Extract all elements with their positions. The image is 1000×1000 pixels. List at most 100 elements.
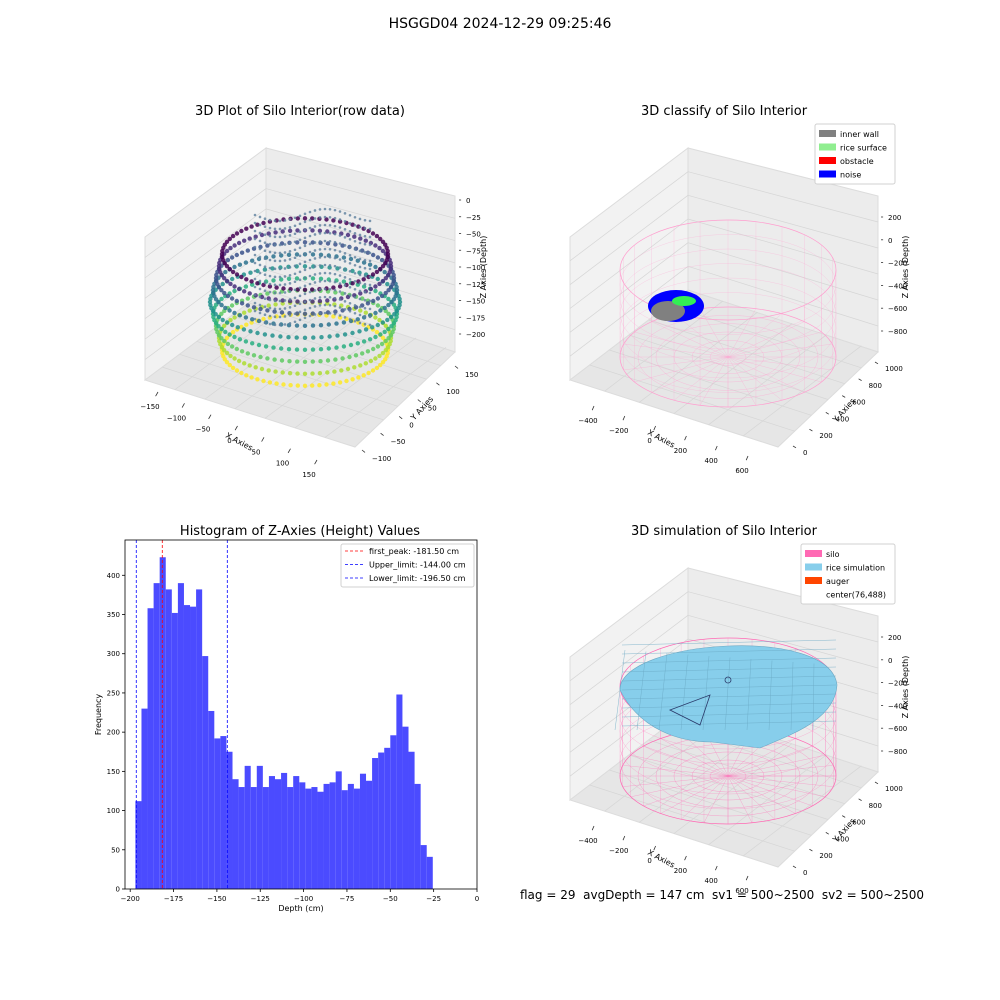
- classify-silo-wireframe-spoke: [727, 343, 833, 358]
- raw-point: [328, 263, 332, 267]
- raw-point: [220, 281, 225, 287]
- histogram-bar: [268, 776, 275, 889]
- raw-point: [262, 267, 268, 272]
- histogram-bar: [420, 845, 427, 889]
- classify-x-tick-label: 200: [674, 447, 687, 455]
- raw-z-tick-label: −25: [466, 214, 481, 222]
- raw-point: [363, 250, 367, 254]
- raw-point: [278, 235, 282, 239]
- raw-point: [375, 296, 381, 301]
- histogram-x-tick-label: −125: [251, 895, 270, 903]
- raw-point: [353, 279, 357, 283]
- raw-point: [283, 283, 287, 286]
- raw-point: [358, 313, 362, 317]
- raw-point: [323, 215, 327, 219]
- raw-point: [383, 276, 388, 281]
- simulation-y-tick: [841, 815, 846, 818]
- raw-point: [234, 346, 239, 352]
- raw-x-tick: [181, 403, 185, 408]
- raw-point: [318, 288, 322, 291]
- raw-point: [253, 285, 257, 289]
- histogram-bar: [232, 779, 239, 889]
- raw-point: [253, 245, 257, 249]
- classify-grid-line: [687, 265, 879, 327]
- raw-point: [258, 311, 262, 315]
- raw-point: [368, 283, 372, 287]
- simulation-grid-line: [609, 769, 812, 836]
- simulation-silo-wireframe-spoke: [622, 765, 729, 777]
- raw-point: [313, 241, 317, 244]
- raw-point: [348, 238, 352, 241]
- raw-point: [288, 218, 292, 221]
- raw-point: [243, 315, 249, 320]
- simulation-silo-wireframe-spoke: [630, 755, 729, 777]
- classify-x-tick-label: −400: [578, 417, 597, 425]
- raw-point: [318, 240, 322, 243]
- raw-point: [283, 275, 287, 278]
- raw-point: [368, 227, 372, 231]
- raw-point: [363, 274, 367, 278]
- raw-point: [268, 282, 272, 286]
- raw-z-tick-label: −75: [466, 247, 481, 255]
- raw-point: [283, 299, 287, 302]
- raw-point: [293, 232, 297, 236]
- raw-point: [328, 287, 332, 291]
- raw-point: [308, 282, 312, 286]
- raw-point: [310, 323, 316, 328]
- raw-y-tick-label: 50: [428, 405, 437, 413]
- raw-point: [258, 271, 262, 275]
- raw-point: [317, 228, 323, 233]
- raw-point: [302, 287, 308, 292]
- simulation-mesh-line: [702, 655, 710, 731]
- raw-grid-line: [179, 353, 384, 421]
- raw-point: [341, 255, 347, 260]
- simulation-mesh-line: [768, 660, 773, 731]
- raw-point: [361, 284, 367, 289]
- raw-point: [313, 273, 317, 276]
- raw-point: [293, 320, 297, 324]
- histogram-bar: [317, 791, 324, 889]
- histogram-bar: [414, 783, 421, 889]
- raw-point: [303, 316, 307, 320]
- raw-point: [328, 207, 332, 211]
- raw-point-cloud: [207, 207, 403, 388]
- raw-point: [367, 337, 373, 342]
- raw-point: [248, 270, 253, 275]
- raw-point: [358, 236, 363, 241]
- raw-point: [303, 236, 307, 240]
- raw-point: [389, 300, 394, 305]
- classify-x-tick: [745, 455, 749, 461]
- raw-point: [255, 377, 260, 382]
- raw-point: [363, 258, 367, 262]
- raw-point: [380, 248, 386, 254]
- raw-point: [350, 281, 355, 286]
- raw-point: [333, 232, 337, 236]
- simulation-y-tick-label: 600: [852, 819, 865, 827]
- raw-point: [294, 335, 299, 340]
- raw-point: [227, 308, 232, 313]
- raw-point: [310, 240, 315, 245]
- raw-point: [288, 306, 292, 309]
- raw-point: [237, 313, 243, 318]
- raw-point: [326, 322, 331, 327]
- raw-point: [355, 317, 360, 322]
- classify-silo-wireframe: [619, 219, 837, 408]
- raw-point: [273, 323, 277, 327]
- simulation-x-tick: [591, 825, 595, 831]
- raw-point: [353, 303, 357, 307]
- raw-point: [308, 250, 312, 254]
- simulation-mesh-line: [621, 720, 837, 727]
- simulation-legend-swatch: [805, 563, 822, 571]
- raw-point: [293, 296, 297, 300]
- histogram-bar: [378, 752, 385, 889]
- raw-point: [389, 324, 394, 329]
- raw-point: [303, 228, 307, 232]
- raw-point: [380, 320, 385, 325]
- classify-x-tick: [591, 405, 595, 411]
- raw-point: [319, 335, 324, 340]
- raw-point: [303, 244, 307, 248]
- raw-x-tick-label: −150: [140, 403, 159, 411]
- raw-point: [288, 290, 292, 293]
- raw-point: [379, 293, 385, 299]
- raw-point: [363, 314, 367, 318]
